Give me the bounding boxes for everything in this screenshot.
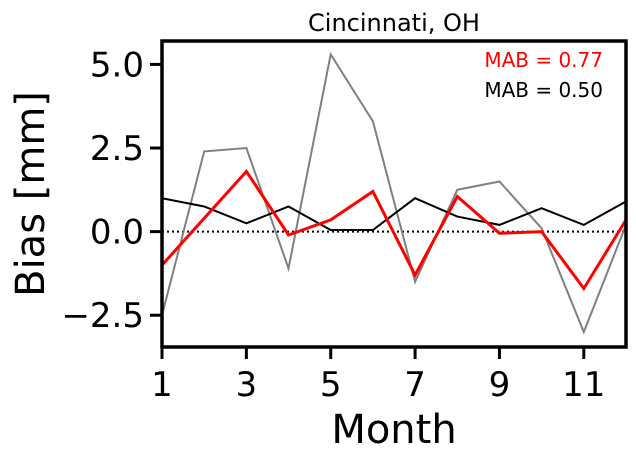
y-tick-label: 5.0	[90, 45, 144, 85]
mab-annotation-1: MAB = 0.77	[484, 48, 603, 72]
x-tick-label: 7	[404, 365, 426, 405]
plot-area	[160, 39, 628, 349]
y-tick-label: 0.0	[90, 213, 144, 253]
x-tick-label: 1	[151, 365, 173, 405]
x-tick-label: 3	[236, 365, 258, 405]
series-line-1	[162, 51, 626, 335]
series-line-2	[162, 197, 626, 231]
annotations: MAB = 0.77 MAB = 0.50	[484, 48, 603, 102]
y-tick-label: −2.5	[61, 296, 144, 336]
mab-annotation-2: MAB = 0.50	[484, 78, 603, 102]
series-line-3	[162, 168, 626, 292]
x-tick-label: 11	[562, 365, 605, 405]
x-axis-ticks: 1 3 5 7 9 11	[151, 347, 605, 405]
y-axis-label: Bias [mm]	[8, 91, 54, 297]
x-tick-label: 9	[489, 365, 511, 405]
y-tick-label: 2.5	[90, 129, 144, 169]
x-axis-label: Month	[331, 407, 456, 453]
chart-title: Cincinnati, OH	[308, 9, 480, 37]
series-group	[162, 51, 626, 335]
y-axis-ticks: −2.5 0.0 2.5 5.0	[61, 45, 162, 336]
x-tick-label: 5	[320, 365, 342, 405]
plot-frame	[160, 39, 628, 349]
